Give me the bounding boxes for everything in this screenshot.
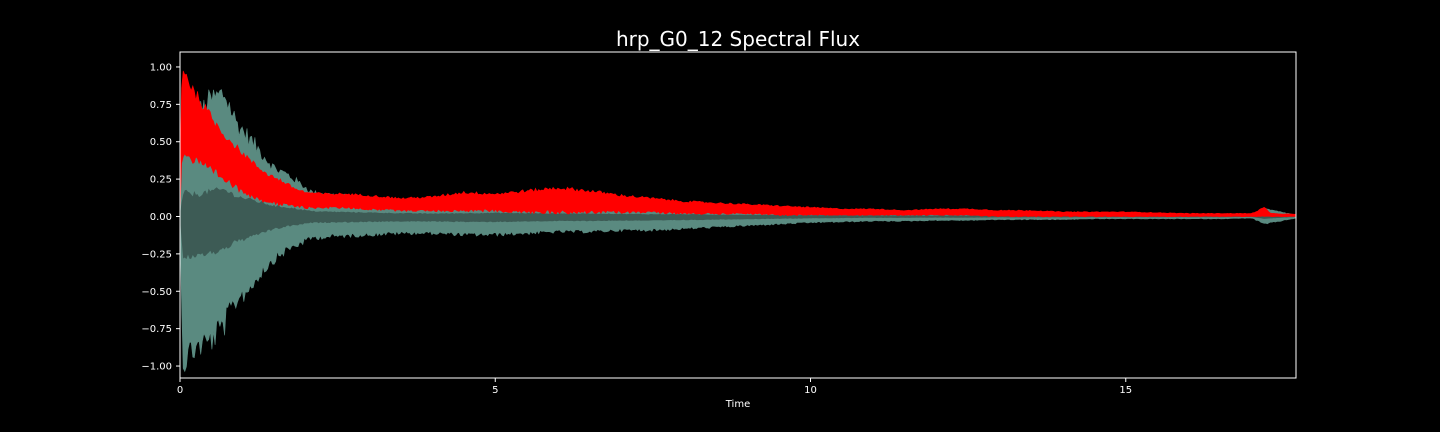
- x-axis-label: Time: [725, 399, 750, 410]
- y-tick-label: 0.00: [150, 212, 172, 223]
- plot-area: [180, 70, 1296, 373]
- x-tick-label: 15: [1119, 385, 1132, 396]
- x-tick-label: 10: [804, 385, 817, 396]
- y-tick-label: −0.50: [141, 287, 172, 298]
- y-tick-label: 0.75: [150, 100, 172, 111]
- y-axis: 1.00 0.75 0.50 0.25 0.00 −0.25 −0.50 −0.75 −1.00: [141, 62, 180, 373]
- x-axis: 0 5 10 15: [177, 378, 1132, 396]
- waveform-envelope: [180, 89, 1296, 373]
- spectral-flux-band: [180, 70, 1296, 218]
- x-tick-label: 5: [492, 385, 498, 396]
- chart-title: hrp_G0_12 Spectral Flux: [616, 27, 860, 51]
- plot-frame: [179, 51, 1297, 379]
- x-tick-label: 0: [177, 385, 183, 396]
- y-tick-label: 0.25: [150, 175, 172, 186]
- y-tick-label: 0.50: [150, 137, 172, 148]
- y-tick-label: −1.00: [141, 362, 172, 373]
- y-tick-label: 1.00: [150, 62, 172, 73]
- y-tick-label: −0.75: [141, 324, 172, 335]
- y-tick-label: −0.25: [141, 249, 172, 260]
